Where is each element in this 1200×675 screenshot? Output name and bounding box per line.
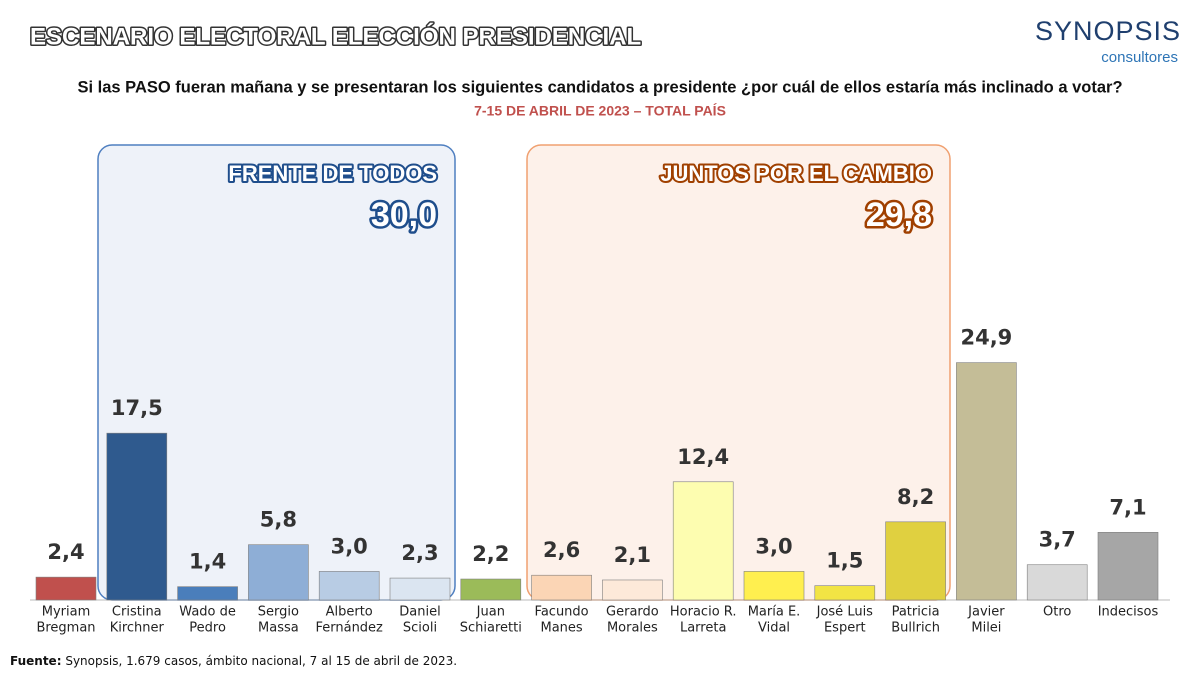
value-label: 2,6 [543,538,580,562]
bar [389,577,451,601]
x-tick-label: Scioli [403,621,437,636]
bar [248,544,309,601]
x-tick-label: Larreta [680,621,726,636]
bar [35,576,97,601]
value-label: 2,2 [472,542,509,566]
group-label: JUNTOS POR EL CAMBIO [660,161,932,186]
value-label: 17,5 [111,396,163,420]
x-tick-label: Bullrich [891,621,940,636]
value-label: 1,5 [826,549,863,573]
value-label: 2,4 [47,540,84,564]
value-label: 2,3 [401,541,438,565]
x-tick-label: Kirchner [110,621,165,636]
value-label: 7,1 [1109,495,1146,519]
bar [1026,564,1088,601]
x-tick-label: Massa [258,621,299,636]
bar [531,574,592,601]
x-tick-label: Espert [824,621,866,636]
source: Fuente: Synopsis, 1.679 casos, ámbito na… [10,654,457,668]
bar [177,586,238,601]
bar [460,578,522,601]
logo-sub: consultores [1101,49,1178,66]
value-label: 3,7 [1039,528,1076,552]
x-tick-label: Manes [540,621,582,636]
bar [318,571,380,601]
x-tick-label: Pedro [189,621,226,636]
x-tick-label: Fernández [315,621,383,636]
x-tick-label: Milei [971,621,1001,636]
x-tick-label: Alberto [326,605,373,620]
source-label: Fuente: [10,654,62,668]
bar [885,521,946,601]
bar [956,362,1017,601]
x-tick-label: Myriam [42,605,91,620]
value-label: 12,4 [677,445,729,469]
chart-date: 7-15 DE ABRIL DE 2023 – TOTAL PAÍS [474,103,726,119]
chart-title: ESCENARIO ELECTORAL ELECCIÓN PRESIDENCIA… [30,22,641,50]
x-tick-label: Cristina [112,605,162,620]
value-label: 8,2 [897,485,934,509]
x-tick-label: Vidal [758,621,790,636]
group-label: FRENTE DE TODOS [228,161,437,186]
x-tick-label: Daniel [399,605,440,620]
x-tick-label: Patricia [892,605,940,620]
x-tick-label: Sergio [258,605,299,620]
x-tick-label: Facundo [535,605,589,620]
x-tick-label: Bregman [36,621,95,636]
x-tick-label: Javier [967,605,1005,620]
x-tick-label: María E. [748,605,801,620]
bar [814,585,876,601]
bar [672,481,734,601]
bar [602,579,663,601]
x-tick-label: Indecisos [1098,605,1159,620]
x-tick-label: Horacio R. [670,605,737,620]
bar [106,432,168,601]
logo-name: SYNOPSIS [1035,16,1181,46]
x-tick-label: Juan [476,605,505,620]
x-tick-label: Morales [607,621,658,636]
x-tick-label: Wado de [179,605,236,620]
x-tick-label: Gerardo [606,605,659,620]
value-label: 1,4 [189,550,226,574]
x-tick-label: José Luis [816,605,874,620]
group-total: 29,8 [866,196,932,234]
value-label: 5,8 [260,508,297,532]
bar [743,571,805,601]
bar [1097,532,1159,601]
chart-subtitle: Si las PASO fueran mañana y se presentar… [77,78,1122,96]
value-label: 24,9 [960,326,1012,350]
value-label: 3,0 [755,534,792,558]
value-label: 3,0 [331,534,368,558]
source-text: Synopsis, 1.679 casos, ámbito nacional, … [65,654,457,668]
x-tick-label: Otro [1043,605,1071,620]
x-tick-label: Schiaretti [460,621,522,636]
value-label: 2,1 [614,543,651,567]
group-total: 30,0 [371,196,437,234]
